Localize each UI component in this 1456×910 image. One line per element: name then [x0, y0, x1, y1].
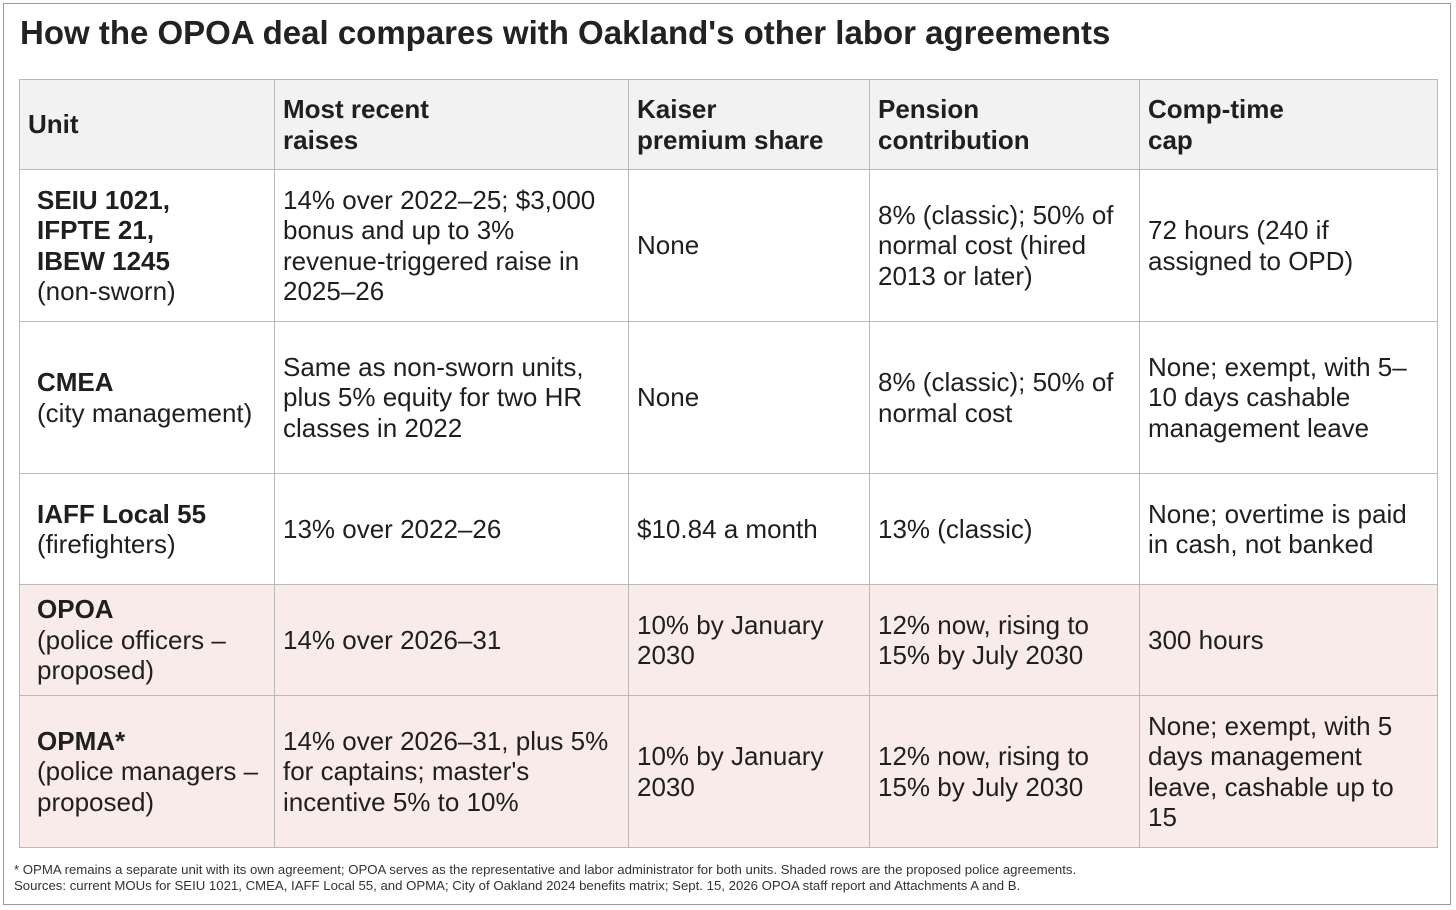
- page-title: How the OPOA deal compares with Oakland'…: [20, 14, 1111, 51]
- column-header-comp-time: Comp-time cap: [1139, 79, 1438, 170]
- column-header-kaiser: Kaiser premium share: [628, 79, 870, 170]
- footnote-text: * OPMA remains a separate unit with its …: [14, 862, 1077, 877]
- comp-time-cell: 72 hours (240 if assigned to OPD): [1139, 169, 1438, 322]
- unit-cell: SEIU 1021, IFPTE 21, IBEW 1245 (non-swor…: [19, 169, 275, 322]
- table-row-proposed: OPOA (police officers – proposed) 14% ov…: [19, 584, 1438, 696]
- figure-frame: [3, 3, 1451, 905]
- raises-cell: 14% over 2026–31, plus 5% for captains; …: [274, 695, 629, 848]
- unit-name: CMEA: [37, 367, 114, 397]
- unit-cell: CMEA (city management): [19, 321, 275, 474]
- unit-name: IAFF Local 55: [37, 498, 207, 529]
- kaiser-cell: 10% by January 2030: [628, 584, 870, 696]
- unit-name: OPOA: [37, 594, 114, 625]
- pension-cell: 8% (classic); 50% of normal cost: [869, 321, 1140, 474]
- sources-text: Sources: current MOUs for SEIU 1021, CME…: [14, 878, 1021, 893]
- kaiser-cell: 10% by January 2030: [628, 695, 870, 848]
- kaiser-cell: None: [628, 321, 870, 474]
- comparison-table: Unit Most recent raises Kaiser premium sha…: [19, 79, 1438, 848]
- kaiser-cell: None: [628, 169, 870, 322]
- column-header-unit: Unit: [19, 79, 275, 170]
- footnote-block: * OPMA remains a separate unit with its …: [14, 862, 1076, 894]
- unit-name: SEIU 1021, IFPTE 21, IBEW 1245: [37, 184, 170, 276]
- unit-cell: IAFF Local 55 (firefighters): [19, 473, 275, 585]
- table-row: SEIU 1021, IFPTE 21, IBEW 1245 (non-swor…: [19, 169, 1438, 322]
- pension-cell: 8% (classic); 50% of normal cost (hired …: [869, 169, 1140, 322]
- kaiser-cell: $10.84 a month: [628, 473, 870, 585]
- unit-description: (city management): [37, 397, 253, 428]
- comp-time-cell: None; exempt, with 5–10 days cashable ma…: [1139, 321, 1438, 474]
- pension-cell: 12% now, rising to 15% by July 2030: [869, 584, 1140, 696]
- comp-time-cell: None; exempt, with 5 days management lea…: [1139, 695, 1438, 848]
- unit-name: OPMA*: [37, 725, 126, 756]
- unit-description: (firefighters): [37, 529, 176, 559]
- table-row-proposed: OPMA* (police managers – proposed) 14% o…: [19, 695, 1438, 848]
- table-header-row: Unit Most recent raises Kaiser premium sha…: [19, 79, 1438, 170]
- raises-cell: 14% over 2026–31: [274, 584, 629, 696]
- column-header-raises: Most recent raises: [274, 79, 629, 170]
- unit-description: (police officers – proposed): [37, 624, 226, 686]
- unit-cell: OPOA (police officers – proposed): [19, 584, 275, 696]
- table-row: CMEA (city management) Same as non-sworn…: [19, 321, 1438, 474]
- pension-cell: 12% now, rising to 15% by July 2030: [869, 695, 1140, 848]
- raises-cell: 13% over 2022–26: [274, 473, 629, 585]
- raises-cell: Same as non-sworn units, plus 5% equity …: [274, 321, 629, 474]
- raises-cell: 14% over 2022–25; $3,000 bonus and up to…: [274, 169, 629, 322]
- pension-cell: 13% (classic): [869, 473, 1140, 585]
- unit-description: (non-sworn): [37, 276, 176, 306]
- unit-cell: OPMA* (police managers – proposed): [19, 695, 275, 848]
- column-header-pension: Pension contribution: [869, 79, 1140, 170]
- table-row: IAFF Local 55 (firefighters) 13% over 20…: [19, 473, 1438, 585]
- unit-description: (police managers – proposed): [37, 756, 259, 817]
- comp-time-cell: None; overtime is paid in cash, not bank…: [1139, 473, 1438, 585]
- comp-time-cell: 300 hours: [1139, 584, 1438, 696]
